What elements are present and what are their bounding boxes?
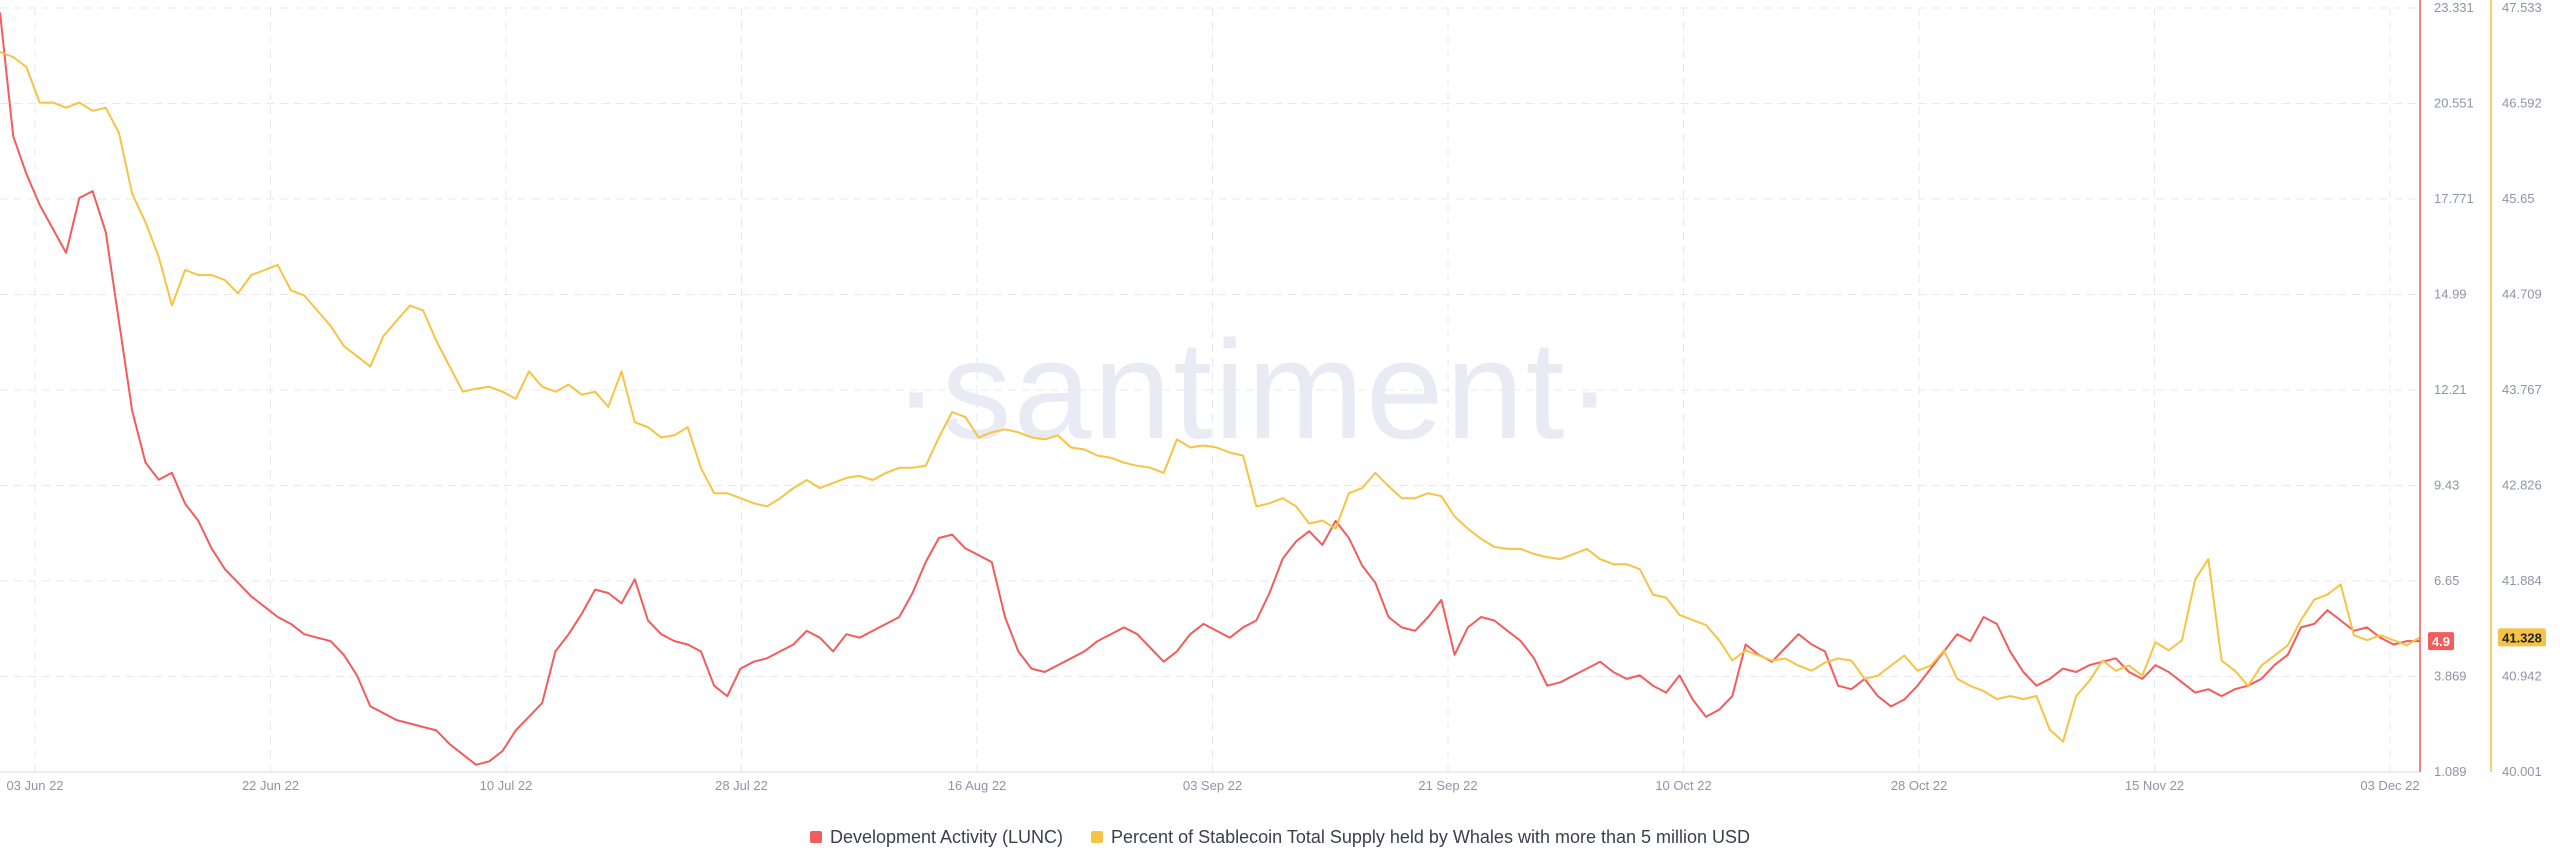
x-tick-label: 03 Jun 22	[6, 778, 63, 793]
legend-swatch-red	[809, 831, 822, 843]
x-tick-label: 28 Oct 22	[1891, 778, 1947, 793]
y-left-tick-label: 17.771	[2434, 191, 2474, 206]
legend: Development Activity (LUNC) Percent of S…	[0, 822, 2560, 852]
y-right-tick-label: 43.767	[2502, 382, 2542, 397]
y-right-tick-label: 46.592	[2502, 96, 2542, 111]
y-axis-right-ticks: 47.533 46.592 45.65 44.709 43.767 42.826 41.88…	[2502, 0, 2542, 779]
legend-swatch-yellow	[1091, 831, 1104, 843]
x-axis-ticks: 03 Jun 22 22 Jun 22 10 Jul 22 28 Jul 22 16 A…	[6, 778, 2419, 793]
x-tick-label: 15 Nov 22	[2125, 778, 2184, 793]
santiment-watermark: ·santiment·	[893, 311, 1615, 468]
y-left-tick-label: 12.21	[2434, 382, 2467, 397]
y-right-tick-label: 40.942	[2502, 669, 2542, 684]
badge-yellow	[2498, 628, 2546, 647]
x-tick-label: 03 Sep 22	[1183, 778, 1242, 793]
y-right-tick-label: 45.65	[2502, 191, 2535, 206]
badge-yellow-label: 41.328	[2502, 630, 2542, 645]
badge-red-label: 4.9	[2432, 634, 2450, 649]
y-left-tick-label: 14.99	[2434, 287, 2467, 302]
legend-item-development-activity[interactable]: Development Activity (LUNC)	[809, 826, 1064, 848]
x-tick-label: 10 Jul 22	[480, 778, 533, 793]
y-left-tick-label: 23.331	[2434, 0, 2474, 15]
legend-label: Development Activity (LUNC)	[829, 826, 1064, 847]
x-tick-label: 22 Jun 22	[242, 778, 299, 793]
x-tick-label: 03 Dec 22	[2360, 778, 2419, 793]
x-tick-label: 21 Sep 22	[1418, 778, 1477, 793]
x-tick-label: 16 Aug 22	[948, 778, 1007, 793]
y-left-tick-label: 6.65	[2434, 573, 2459, 588]
series-stablecoin-whales	[0, 50, 2421, 743]
current-value-badges: 4.9 41.328	[2428, 628, 2546, 651]
y-left-tick-label: 20.551	[2434, 96, 2474, 111]
y-left-tick-label: 9.43	[2434, 478, 2459, 493]
legend-item-stablecoin-whales[interactable]: Percent of Stablecoin Total Supply held …	[1091, 827, 1750, 848]
y-right-tick-label: 42.826	[2502, 478, 2542, 493]
series-line-yellow	[0, 50, 2421, 743]
y-right-tick-label: 41.884	[2502, 573, 2542, 588]
legend-label: Percent of Stablecoin Total Supply held …	[1111, 826, 1751, 847]
y-right-tick-label: 44.709	[2502, 287, 2542, 302]
series-line-red	[0, 12, 2420, 766]
y-left-tick-label: 1.089	[2434, 764, 2467, 779]
x-tick-label: 10 Oct 22	[1655, 778, 1711, 793]
badge-red	[2428, 632, 2454, 651]
y-right-tick-label: 40.001	[2502, 764, 2542, 779]
y-axis-left-ticks: 23.331 20.551 17.771 14.99 12.21 9.43 6.65 3.86…	[2434, 0, 2474, 779]
y-left-tick-label: 3.869	[2434, 669, 2467, 684]
x-tick-label: 28 Jul 22	[715, 778, 768, 793]
y-right-tick-label: 47.533	[2502, 0, 2542, 15]
axes	[0, 0, 2492, 773]
